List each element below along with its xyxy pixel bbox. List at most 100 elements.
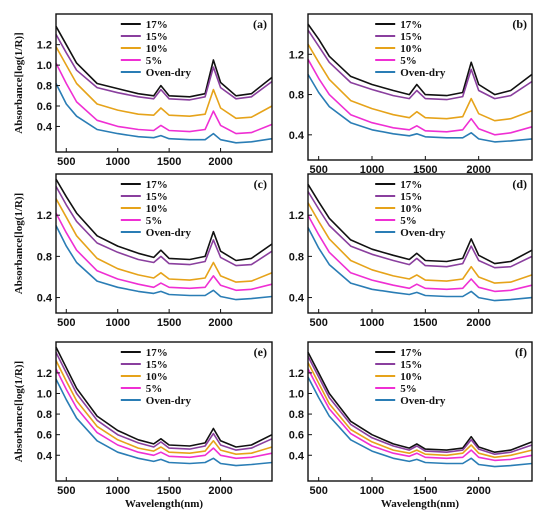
y-tick-label: 1.2	[37, 368, 52, 380]
x-axis-title: Wavelength(nm)	[381, 498, 460, 510]
series-line-4	[55, 83, 273, 144]
y-tick-label: 0.8	[37, 251, 52, 263]
legend-entry: 15%	[146, 359, 168, 371]
series-line-3	[307, 214, 533, 293]
series-line-4	[307, 376, 533, 468]
plot-frame	[307, 13, 533, 161]
panel-label: (a)	[253, 17, 267, 31]
x-tick-label: 500	[309, 164, 327, 176]
panel-label: (e)	[254, 345, 267, 359]
series-line-4	[307, 73, 533, 143]
legend-entry: 5%	[146, 215, 163, 227]
plot-frame	[55, 173, 273, 314]
series-line-0	[55, 178, 273, 262]
series-line-3	[307, 58, 533, 136]
x-tick-label: 1000	[105, 485, 129, 497]
series-line-1	[307, 356, 533, 455]
series-line-1	[55, 351, 273, 451]
chart-panel-1: 500 1000 1500 2000 0.4 0.8 1.2 (b) 17%15%10%5%Ov…	[289, 13, 533, 176]
x-tick-label: 1500	[413, 164, 437, 176]
y-tick-label: 0.6	[289, 430, 304, 442]
y-tick-label: 0.4	[289, 450, 305, 462]
y-axis-title: Absorbance[log(1/R)]	[13, 361, 25, 462]
y-tick-label: 0.6	[37, 430, 52, 442]
legend-entry: Oven-dry	[400, 227, 446, 239]
x-tick-label: 1500	[413, 317, 437, 329]
legend-entry: Oven-dry	[400, 395, 446, 407]
legend-entry: 15%	[400, 359, 422, 371]
x-tick-label: 500	[57, 156, 75, 168]
series-line-0	[307, 23, 533, 97]
series-line-1	[55, 34, 273, 101]
y-tick-label: 1.0	[37, 388, 52, 400]
series-line-3	[55, 368, 273, 460]
plot-frame	[307, 341, 533, 482]
chart-panel-4: 500 1000 1500 2000 0.4 0.6 0.8 1.0 1.2 (e) 17%15%1…	[13, 341, 273, 510]
legend-entry: 10%	[400, 203, 422, 215]
x-tick-label: 500	[309, 317, 327, 329]
series-line-0	[307, 183, 533, 265]
series-line-4	[55, 378, 273, 467]
y-tick-label: 0.8	[37, 409, 52, 421]
y-tick-label: 0.8	[289, 409, 304, 421]
chart-panel-5: 500 1000 1500 2000 0.4 0.6 0.8 1.0 1.2 (f) 17%15%1…	[289, 341, 533, 510]
y-tick-label: 0.8	[289, 251, 304, 263]
series-line-4	[55, 225, 273, 301]
series-line-3	[55, 62, 273, 135]
legend-entry: 10%	[146, 43, 168, 55]
plot-frame	[307, 173, 533, 314]
legend-entry: 17%	[400, 179, 422, 191]
x-tick-label: 1000	[105, 317, 129, 329]
legend-entry: 5%	[146, 383, 163, 395]
x-tick-label: 1500	[413, 485, 437, 497]
x-tick-label: 2000	[466, 317, 490, 329]
series-line-2	[307, 362, 533, 459]
y-tick-label: 0.4	[37, 121, 53, 133]
panel-label: (f)	[515, 345, 527, 359]
y-tick-label: 1.2	[37, 210, 52, 222]
series-line-0	[307, 351, 533, 453]
legend-entry: 5%	[400, 383, 417, 395]
y-tick-label: 0.4	[37, 450, 53, 462]
x-tick-label: 1500	[157, 485, 181, 497]
chart-panel-3: 500 1000 1500 2000 0.4 0.8 1.2 (d) 17%15%10%5%Ov…	[289, 173, 533, 329]
legend-entry: 15%	[400, 31, 422, 43]
legend-entry: Oven-dry	[146, 395, 192, 407]
y-tick-label: 0.4	[289, 130, 305, 142]
y-tick-label: 1.0	[37, 60, 52, 72]
plot-frame	[55, 341, 273, 482]
series-line-2	[55, 198, 273, 283]
legend-entry: 10%	[400, 371, 422, 383]
legend-entry: Oven-dry	[146, 67, 192, 79]
y-tick-label: 1.2	[289, 368, 304, 380]
series-line-0	[55, 25, 273, 98]
legend-entry: 15%	[146, 31, 168, 43]
series-line-2	[307, 43, 533, 122]
legend-entry: 15%	[146, 191, 168, 203]
legend-entry: 10%	[146, 371, 168, 383]
legend-entry: 17%	[146, 19, 168, 31]
y-axis-title: Absorbance[log(1/R)]	[13, 32, 25, 133]
x-tick-label: 1500	[157, 156, 181, 168]
legend-entry: 5%	[400, 215, 417, 227]
panel-label: (b)	[512, 17, 527, 31]
y-tick-label: 0.4	[289, 293, 305, 305]
x-tick-label: 1500	[157, 317, 181, 329]
x-tick-label: 2000	[466, 164, 490, 176]
series-line-0	[55, 346, 273, 448]
y-tick-label: 0.8	[289, 90, 304, 102]
chart-panel-2: 500 1000 1500 2000 0.4 0.8 1.2 (c) 17%15%10%5%Ov…	[13, 173, 273, 329]
series-line-3	[307, 368, 533, 462]
legend-entry: 15%	[400, 191, 422, 203]
series-line-3	[55, 212, 273, 292]
legend-entry: Oven-dry	[146, 227, 192, 239]
x-axis-title: Wavelength(nm)	[125, 498, 204, 510]
legend-entry: 17%	[146, 179, 168, 191]
series-line-2	[55, 360, 273, 455]
x-tick-label: 1000	[360, 317, 384, 329]
series-line-2	[307, 202, 533, 284]
legend-entry: Oven-dry	[400, 67, 446, 79]
x-tick-label: 2000	[466, 485, 490, 497]
chart-panel-0: 500 1000 1500 2000 0.4 0.6 0.8 1.0 1.2 (a) 17%15%1…	[13, 13, 273, 168]
